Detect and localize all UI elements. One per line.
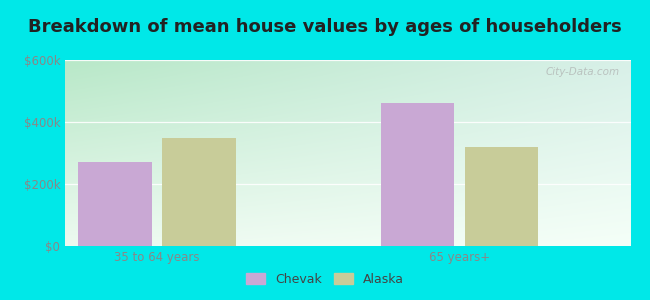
Legend: Chevak, Alaska: Chevak, Alaska	[241, 268, 409, 291]
Bar	[162, 137, 236, 246]
Bar	[78, 162, 152, 246]
Text: Breakdown of mean house values by ages of householders: Breakdown of mean house values by ages o…	[28, 18, 622, 36]
Bar	[381, 103, 454, 246]
Text: City-Data.com: City-Data.com	[545, 68, 619, 77]
Bar	[465, 147, 538, 246]
